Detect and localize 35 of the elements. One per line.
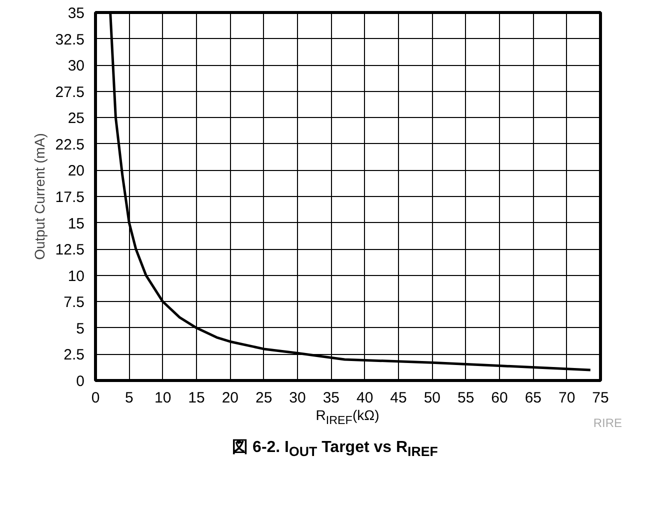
y-tick-label: 22.5	[55, 136, 85, 154]
y-tick-label: 27.5	[55, 84, 85, 101]
y-tick-label: 15	[68, 215, 85, 232]
x-axis-title: R$_{IREF}$(kΩ)	[316, 407, 380, 427]
y-tick-label: 32.5	[55, 31, 85, 48]
y-tick-label: 0	[76, 373, 84, 390]
y-axis-title: Output Current (mA)	[31, 133, 48, 260]
x-tick-label: 35	[322, 390, 340, 406]
y-tick-label: 17.5	[55, 189, 85, 206]
text: RIRE	[593, 415, 622, 432]
y-tick-label: 2.5	[64, 346, 85, 364]
y-tick-label: 35	[68, 5, 85, 22]
x-tick-label: 25	[255, 390, 272, 406]
x-tick-label: 20	[222, 390, 239, 406]
x-tick-label: 30	[289, 390, 306, 406]
x-tick-label: 10	[154, 390, 172, 406]
x-tick-label: 70	[558, 390, 576, 406]
y-tick-label: 5	[76, 320, 84, 338]
x-tick-label: 55	[457, 390, 474, 406]
y-tick-label: 25	[68, 110, 85, 128]
x-tick-label: 45	[390, 390, 407, 406]
y-tick-label: 12.5	[55, 242, 85, 259]
y-tick-label: 7.5	[64, 294, 85, 312]
x-tick-label: 5	[124, 390, 134, 406]
y-tick-label: 30	[68, 58, 85, 75]
x-tick-label: 50	[424, 390, 441, 406]
x-tick-label: 0	[91, 390, 100, 406]
x-tick-label: 65	[524, 390, 542, 406]
x-tick-label: 75	[592, 390, 609, 406]
x-tick-label: 60	[491, 390, 508, 406]
x-tick-label: 40	[356, 390, 374, 406]
x-tick-label: 15	[188, 390, 205, 406]
y-tick-label: 20	[68, 162, 85, 180]
text: 図 6-2. I$_{OUT}$ Target vs R$_{IREF}$	[231, 438, 439, 462]
y-tick-label: 10	[68, 268, 85, 285]
